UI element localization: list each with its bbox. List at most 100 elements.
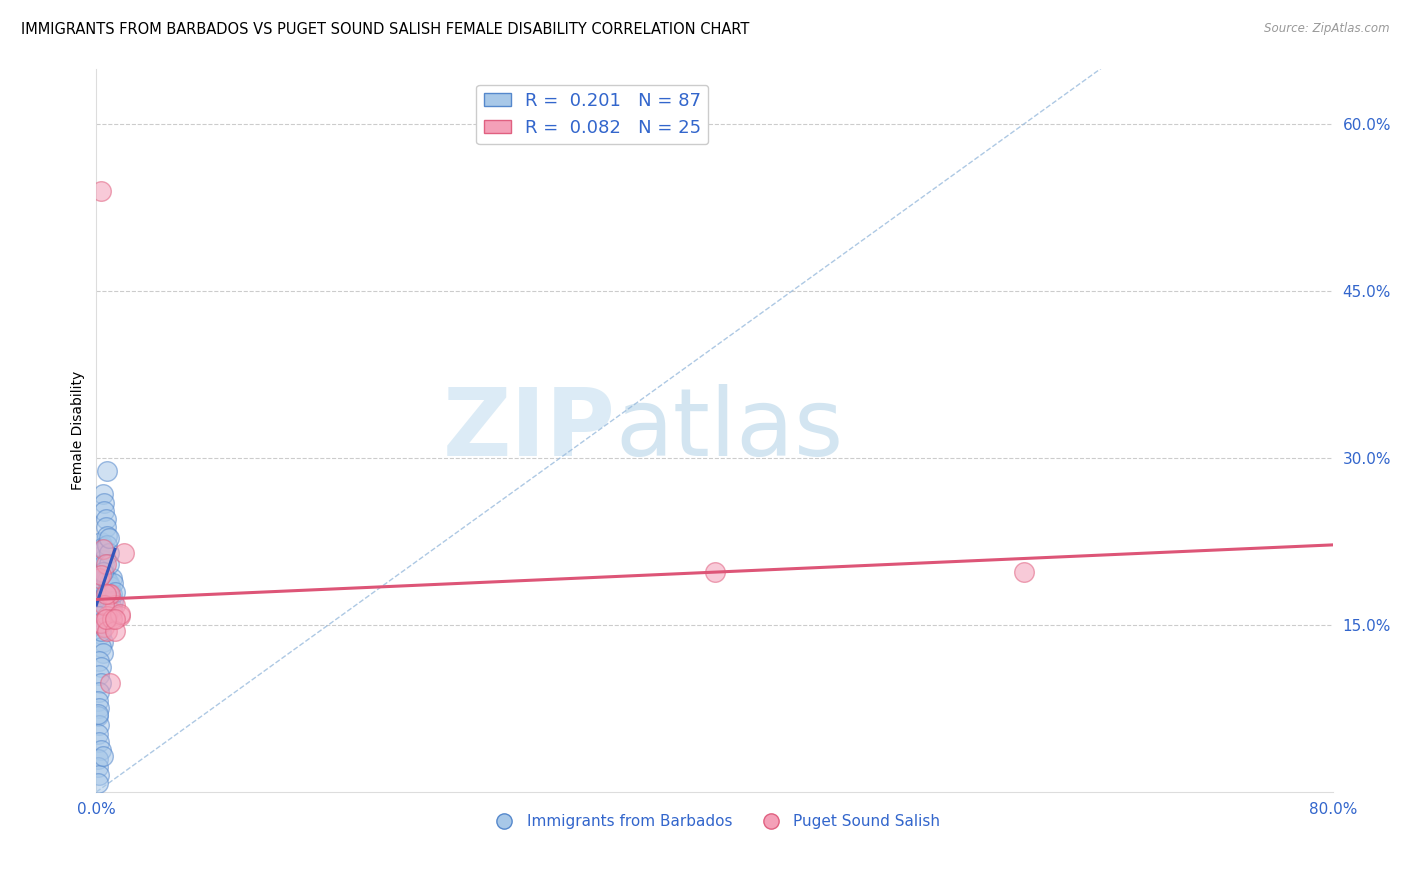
Point [1012, 565, 1035, 579]
Point [87, 571, 110, 585]
Text: ZIP: ZIP [443, 384, 616, 476]
Point [96, 624, 118, 638]
Point [101, 612, 124, 626]
Point [89, 601, 111, 615]
Point [91, 749, 114, 764]
Point [90, 660, 112, 674]
Point [87, 587, 110, 601]
Point [89, 685, 111, 699]
Point [90, 184, 112, 198]
Text: IMMIGRANTS FROM BARBADOS VS PUGET SOUND SALISH FEMALE DISABILITY CORRELATION CHA: IMMIGRANTS FROM BARBADOS VS PUGET SOUND … [21, 22, 749, 37]
Point [91, 540, 114, 554]
Point [89, 718, 111, 732]
Point [87, 760, 110, 774]
Point [90, 593, 112, 607]
Point [87, 609, 110, 624]
Point [104, 612, 127, 626]
Point [101, 605, 124, 619]
Point [96, 464, 118, 478]
Point [93, 557, 115, 571]
Point [89, 565, 111, 579]
Point [90, 742, 112, 756]
Point [87, 709, 110, 723]
Point [103, 593, 125, 607]
Point [90, 568, 112, 582]
Point [87, 751, 110, 765]
Point [87, 727, 110, 741]
Point [90, 615, 112, 630]
Point [91, 609, 114, 624]
Point [93, 579, 115, 593]
Point [108, 607, 131, 621]
Point [94, 587, 117, 601]
Point [96, 529, 118, 543]
Point [101, 601, 124, 615]
Point [90, 534, 112, 549]
Point [94, 557, 117, 571]
Point [90, 676, 112, 690]
Point [90, 605, 112, 619]
Point [98, 587, 121, 601]
Point [93, 598, 115, 612]
Point [97, 590, 120, 604]
Point [98, 579, 121, 593]
Point [108, 609, 131, 624]
Point [94, 520, 117, 534]
Point [90, 557, 112, 571]
Y-axis label: Female Disability: Female Disability [72, 370, 86, 490]
Point [90, 640, 112, 655]
Point [104, 584, 127, 599]
Point [87, 694, 110, 708]
Point [87, 579, 110, 593]
Point [97, 531, 120, 545]
Point [91, 596, 114, 610]
Point [93, 495, 115, 509]
Point [90, 549, 112, 563]
Point [112, 546, 135, 560]
Point [87, 707, 110, 722]
Point [94, 584, 117, 599]
Point [104, 624, 127, 638]
Point [93, 590, 115, 604]
Point [94, 612, 117, 626]
Point [89, 575, 111, 590]
Point [94, 598, 117, 612]
Point [97, 546, 120, 560]
Point [87, 593, 110, 607]
Point [91, 634, 114, 648]
Point [91, 542, 114, 557]
Point [94, 612, 117, 626]
Point [103, 575, 125, 590]
Point [97, 587, 120, 601]
Point [104, 598, 127, 612]
Point [89, 615, 111, 630]
Point [94, 571, 117, 585]
Point [93, 620, 115, 634]
Point [96, 587, 118, 601]
Point [89, 609, 111, 624]
Point [89, 654, 111, 668]
Point [89, 701, 111, 715]
Point [87, 776, 110, 790]
Point [93, 605, 115, 619]
Point [96, 601, 118, 615]
Point [97, 557, 120, 571]
Legend: Immigrants from Barbados, Puget Sound Salish: Immigrants from Barbados, Puget Sound Sa… [482, 808, 946, 835]
Point [90, 627, 112, 641]
Point [101, 571, 124, 585]
Point [90, 582, 112, 597]
Point [703, 565, 725, 579]
Point [93, 542, 115, 557]
Text: atlas: atlas [616, 384, 844, 476]
Point [91, 584, 114, 599]
Point [90, 568, 112, 582]
Point [101, 587, 124, 601]
Point [94, 598, 117, 612]
Point [97, 575, 120, 590]
Point [97, 605, 120, 619]
Point [90, 618, 112, 632]
Point [89, 735, 111, 749]
Text: Source: ZipAtlas.com: Source: ZipAtlas.com [1264, 22, 1389, 36]
Point [91, 646, 114, 660]
Point [91, 553, 114, 567]
